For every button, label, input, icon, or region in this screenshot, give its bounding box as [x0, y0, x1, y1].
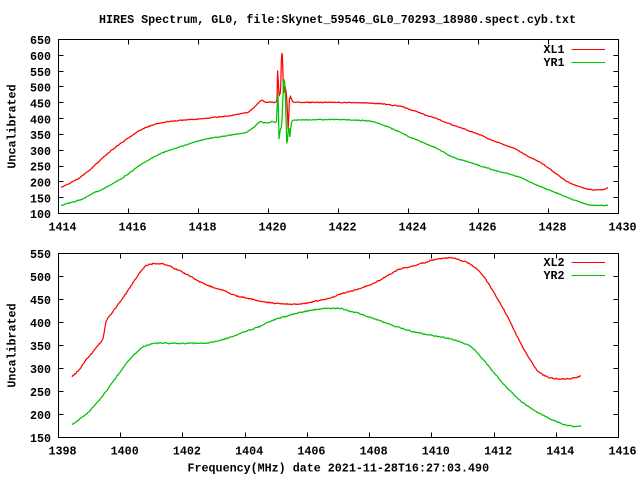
svg-text:100: 100 — [30, 208, 51, 222]
svg-text:YR1: YR1 — [543, 56, 564, 70]
svg-text:250: 250 — [30, 386, 51, 400]
svg-text:Frequency(MHz) date 2021-11-28: Frequency(MHz) date 2021-11-28T16:27:03.… — [188, 462, 490, 476]
svg-text:1426: 1426 — [468, 221, 496, 235]
svg-text:1424: 1424 — [398, 221, 426, 235]
svg-text:150: 150 — [30, 192, 51, 206]
svg-text:200: 200 — [30, 409, 51, 423]
svg-text:1416: 1416 — [118, 221, 146, 235]
svg-text:400: 400 — [30, 113, 51, 127]
svg-text:550: 550 — [30, 66, 51, 80]
svg-text:1428: 1428 — [538, 221, 566, 235]
svg-text:500: 500 — [30, 82, 51, 96]
svg-text:1414: 1414 — [546, 445, 574, 459]
svg-text:600: 600 — [30, 50, 51, 64]
svg-text:1400: 1400 — [111, 445, 139, 459]
svg-text:1414: 1414 — [48, 221, 76, 235]
svg-text:Uncalibrated: Uncalibrated — [6, 84, 20, 168]
svg-text:650: 650 — [30, 34, 51, 48]
svg-text:1422: 1422 — [328, 221, 356, 235]
svg-text:150: 150 — [30, 432, 51, 446]
svg-text:550: 550 — [30, 248, 51, 262]
svg-text:350: 350 — [30, 129, 51, 143]
svg-text:HIRES Spectrum, GL0, file:Skyn: HIRES Spectrum, GL0, file:Skynet_59546_G… — [99, 13, 576, 27]
svg-text:1430: 1430 — [608, 221, 636, 235]
svg-text:1412: 1412 — [484, 445, 512, 459]
svg-text:400: 400 — [30, 317, 51, 331]
svg-text:1402: 1402 — [173, 445, 201, 459]
svg-text:1408: 1408 — [360, 445, 388, 459]
svg-text:500: 500 — [30, 271, 51, 285]
svg-text:1406: 1406 — [297, 445, 325, 459]
svg-text:1416: 1416 — [608, 445, 636, 459]
svg-text:YR2: YR2 — [543, 269, 564, 283]
svg-text:1420: 1420 — [258, 221, 286, 235]
svg-text:450: 450 — [30, 294, 51, 308]
svg-text:XL1: XL1 — [543, 43, 564, 57]
svg-text:250: 250 — [30, 161, 51, 175]
svg-text:300: 300 — [30, 363, 51, 377]
svg-text:Uncalibrated: Uncalibrated — [6, 303, 20, 387]
svg-text:1398: 1398 — [48, 445, 76, 459]
svg-text:300: 300 — [30, 145, 51, 159]
svg-text:200: 200 — [30, 177, 51, 191]
svg-text:1418: 1418 — [188, 221, 216, 235]
svg-text:350: 350 — [30, 340, 51, 354]
svg-text:1404: 1404 — [235, 445, 263, 459]
svg-text:XL2: XL2 — [543, 256, 564, 270]
svg-text:450: 450 — [30, 98, 51, 112]
svg-text:1410: 1410 — [422, 445, 450, 459]
